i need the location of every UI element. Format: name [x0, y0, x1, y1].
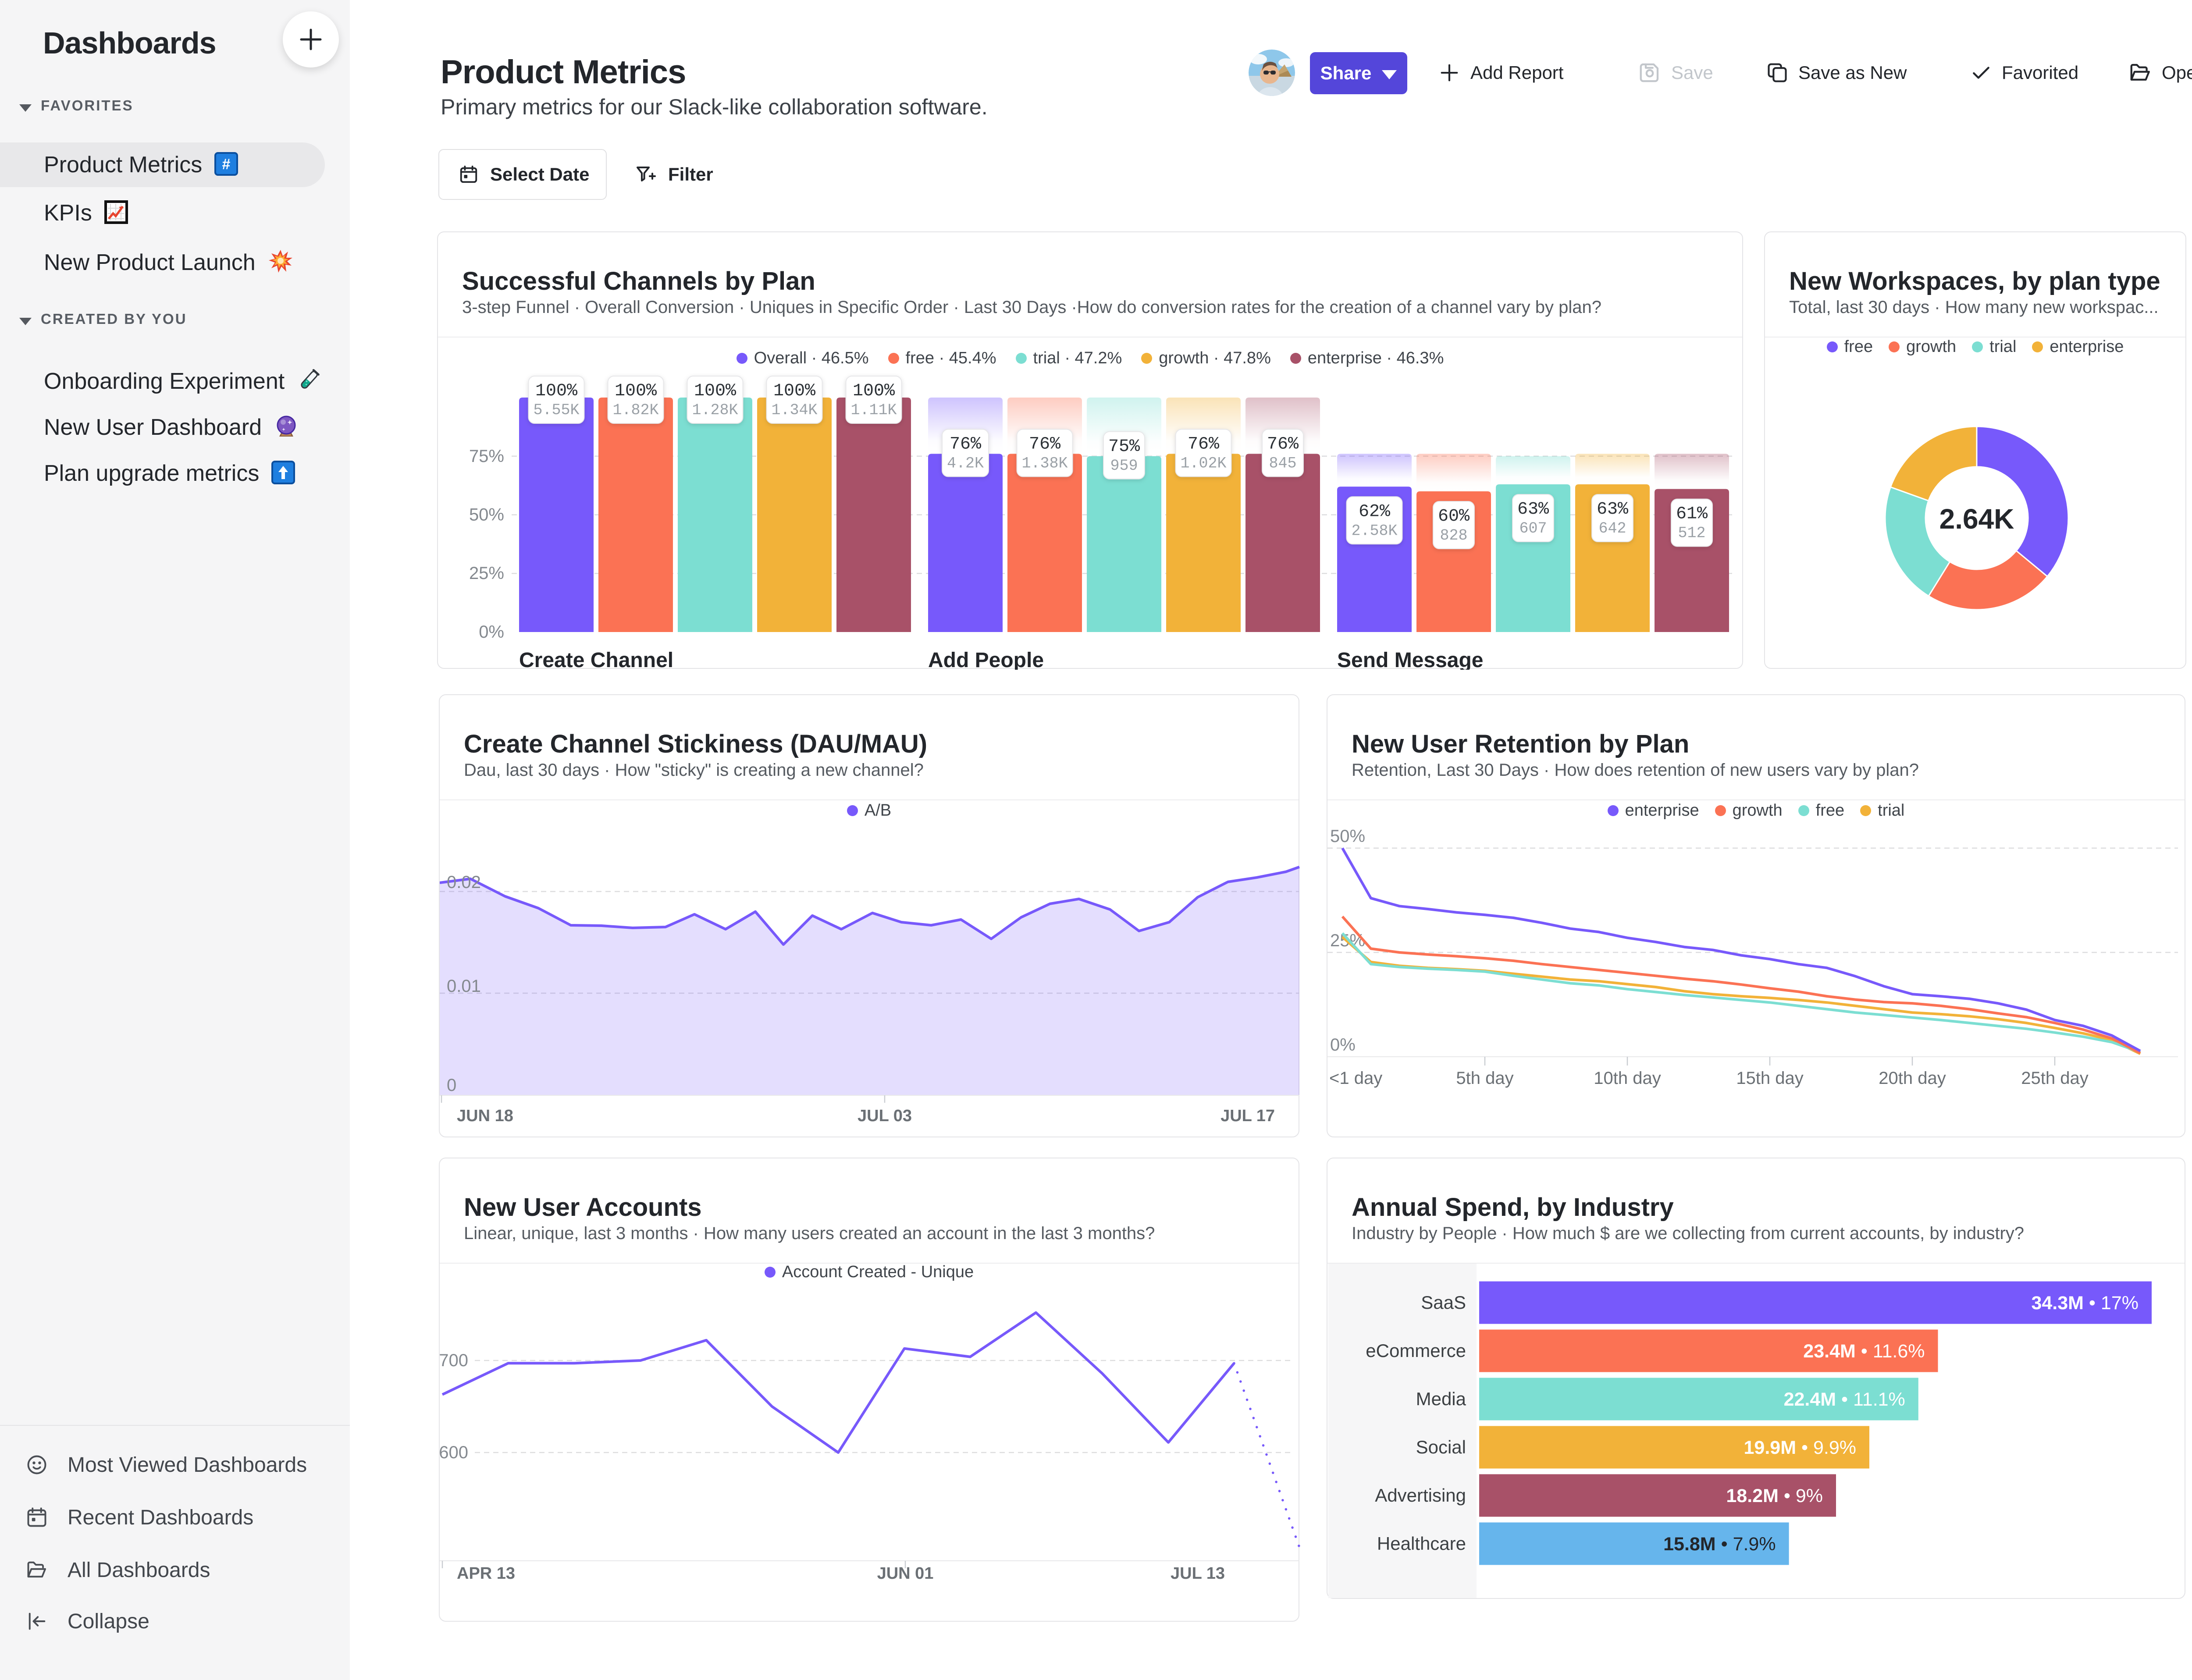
svg-text:1.38K: 1.38K [1021, 455, 1068, 472]
svg-text:25%: 25% [469, 564, 504, 583]
svg-text:<1 day: <1 day [1329, 1069, 1382, 1088]
svg-text:10th day: 10th day [1594, 1069, 1661, 1088]
svg-text:50%: 50% [469, 505, 504, 525]
svg-text:Add People: Add People [928, 649, 1044, 670]
svg-text:15th day: 15th day [1736, 1069, 1803, 1088]
svg-text:Social: Social [1416, 1437, 1466, 1457]
svg-text:75%: 75% [1108, 437, 1140, 457]
svg-text:4.2K: 4.2K [947, 455, 984, 472]
svg-text:100%: 100% [694, 381, 737, 401]
svg-text:20th day: 20th day [1879, 1069, 1946, 1088]
svg-text:76%: 76% [950, 434, 982, 454]
svg-text:0: 0 [447, 1076, 456, 1095]
svg-text:1.28K: 1.28K [692, 401, 738, 419]
svg-text:5th day: 5th day [1456, 1069, 1513, 1088]
svg-text:Healthcare: Healthcare [1377, 1533, 1466, 1554]
svg-text:15.8M • 7.9%: 15.8M • 7.9% [1663, 1534, 1776, 1555]
svg-text:60%: 60% [1438, 507, 1470, 526]
svg-text:19.9M • 9.9%: 19.9M • 9.9% [1744, 1437, 1856, 1458]
svg-text:JUL 17: JUL 17 [1221, 1107, 1275, 1125]
svg-text:512: 512 [1678, 525, 1705, 542]
svg-text:0.01: 0.01 [447, 977, 481, 996]
svg-text:100%: 100% [853, 381, 895, 401]
svg-text:62%: 62% [1359, 502, 1391, 522]
svg-text:#: # [222, 156, 231, 173]
svg-text:0%: 0% [479, 622, 504, 642]
svg-text:1.34K: 1.34K [771, 401, 817, 419]
svg-text:JUN 18: JUN 18 [457, 1107, 513, 1125]
svg-text:Advertising: Advertising [1375, 1485, 1466, 1506]
svg-text:959: 959 [1110, 457, 1138, 475]
svg-text:845: 845 [1269, 455, 1296, 472]
svg-text:1.82K: 1.82K [612, 401, 658, 419]
svg-text:Media: Media [1416, 1389, 1466, 1409]
svg-text:600: 600 [440, 1443, 468, 1462]
svg-text:5.55K: 5.55K [533, 401, 579, 419]
svg-text:JUN 01: JUN 01 [877, 1564, 934, 1583]
svg-text:JUL 13: JUL 13 [1171, 1564, 1225, 1583]
svg-text:22.4M • 11.1%: 22.4M • 11.1% [1784, 1389, 1905, 1410]
svg-text:0.02: 0.02 [447, 873, 481, 892]
svg-text:76%: 76% [1029, 434, 1061, 454]
svg-text:100%: 100% [615, 381, 657, 401]
svg-text:76%: 76% [1188, 434, 1220, 454]
svg-text:18.2M • 9%: 18.2M • 9% [1726, 1485, 1823, 1506]
svg-text:JUL 03: JUL 03 [858, 1107, 912, 1125]
svg-text:828: 828 [1440, 527, 1467, 544]
svg-text:61%: 61% [1676, 504, 1708, 524]
svg-text:23.4M • 11.6%: 23.4M • 11.6% [1803, 1341, 1925, 1362]
svg-text:eCommerce: eCommerce [1366, 1340, 1466, 1361]
svg-text:63%: 63% [1597, 500, 1629, 519]
svg-text:25th day: 25th day [2021, 1069, 2088, 1088]
svg-text:1.02K: 1.02K [1180, 455, 1226, 472]
svg-text:2.64K: 2.64K [1939, 503, 2014, 535]
svg-text:2.58K: 2.58K [1351, 522, 1397, 540]
svg-text:Create Channel: Create Channel [519, 649, 673, 670]
svg-text:Send Message: Send Message [1337, 649, 1483, 670]
svg-text:APR 13: APR 13 [457, 1564, 515, 1583]
svg-text:34.3M • 17%: 34.3M • 17% [2031, 1293, 2139, 1314]
svg-text:75%: 75% [469, 447, 504, 466]
svg-text:100%: 100% [773, 381, 816, 401]
svg-text:642: 642 [1598, 520, 1626, 537]
svg-text:100%: 100% [535, 381, 578, 401]
svg-text:1.11K: 1.11K [850, 401, 897, 419]
svg-text:63%: 63% [1517, 500, 1549, 519]
svg-text:SaaS: SaaS [1421, 1292, 1466, 1313]
svg-text:700: 700 [440, 1351, 468, 1370]
svg-text:0%: 0% [1330, 1035, 1356, 1055]
svg-text:76%: 76% [1267, 434, 1299, 454]
svg-text:50%: 50% [1330, 827, 1365, 846]
svg-text:607: 607 [1519, 520, 1547, 537]
